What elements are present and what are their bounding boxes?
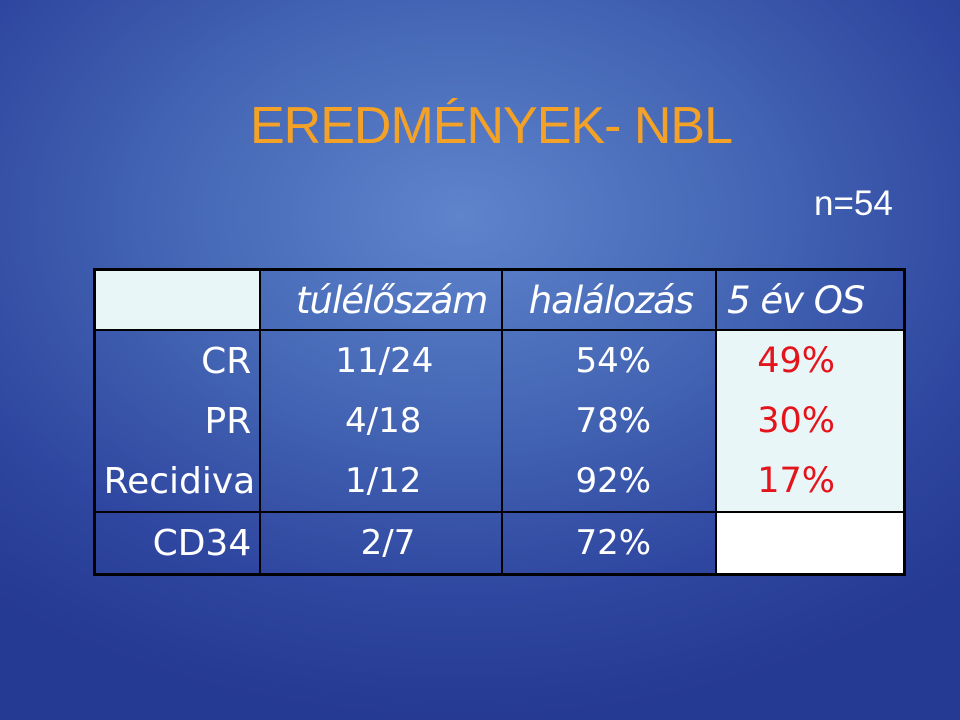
survival-cell: 11/24 — [259, 329, 503, 391]
table-header-row: túlélőszám halálozás 5 év OS — [94, 269, 905, 330]
mortality-cell: 72% — [501, 511, 717, 575]
row-label: Recidiva — [103, 460, 256, 502]
header-corner-cell — [94, 269, 261, 330]
slide-title: EREDMÉNYEK- NBL — [250, 97, 733, 155]
mortality-cell: 54% — [501, 329, 717, 391]
mortality-cell: 92% — [501, 451, 717, 512]
sample-size-label: n=54 — [814, 184, 893, 223]
header-survival: túlélőszám — [259, 269, 503, 330]
table-row: PR 4/18 78% 30% — [95, 391, 905, 451]
table-row: Recidiva 1/12 92% 17% — [95, 451, 905, 512]
survival-cell: 1/12 — [259, 451, 503, 512]
survival-cell: 2/7 — [259, 511, 503, 575]
mortality-cell: 78% — [501, 391, 717, 451]
row-label: CR — [94, 329, 261, 391]
results-table: túlélőszám halálozás 5 év OS CR 11/24 54… — [93, 268, 906, 576]
os-cell: 30% — [715, 391, 905, 451]
header-mortality: halálozás — [501, 269, 717, 330]
table-row: CD34 2/7 72% — [94, 511, 905, 575]
os-cell: 49% — [715, 329, 905, 391]
row-label: CD34 — [94, 511, 261, 575]
os-cell: 17% — [715, 451, 905, 512]
os-cell-empty — [715, 511, 905, 575]
table-row: CR 11/24 54% 49% — [94, 329, 905, 391]
row-label: PR — [204, 400, 252, 442]
survival-cell: 4/18 — [259, 391, 503, 451]
header-os: 5 év OS — [715, 269, 905, 330]
